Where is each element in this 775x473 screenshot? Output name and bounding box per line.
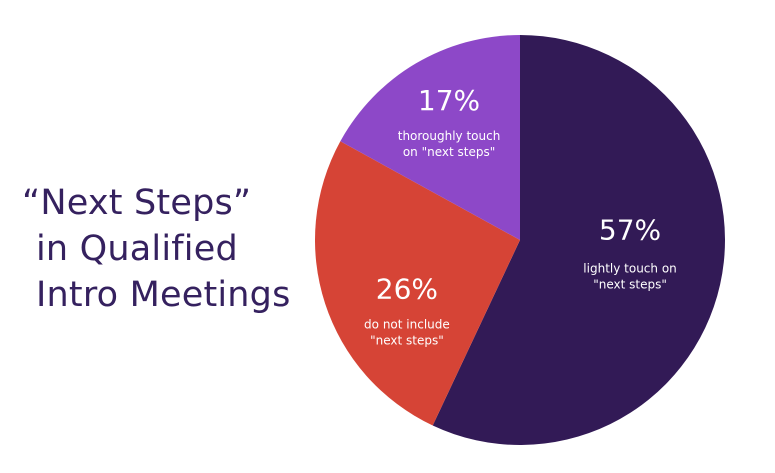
pie-description-label-lightly-touch-1: lightly touch on <box>583 262 676 276</box>
chart-title: “Next Steps” in Qualified Intro Meetings <box>22 180 292 318</box>
chart-title-line-1: “Next Steps” <box>22 183 252 223</box>
pie-description-label-lightly-touch-2: "next steps" <box>593 278 667 292</box>
pie-slices-layer <box>315 35 725 445</box>
pie-slice-no-next-steps <box>315 141 520 426</box>
pie-description-label-no-next-steps-2: "next steps" <box>370 334 444 348</box>
chart-title-line-3: Intro Meetings <box>36 275 291 315</box>
chart-title-line-2: in Qualified <box>36 229 238 269</box>
pie-labels-layer: 57% lightly touch on "next steps" 26% do not… <box>364 84 677 348</box>
pie-slice-thoroughly-touch <box>340 35 520 240</box>
pie-description-label-no-next-steps-1: do not include <box>364 318 450 332</box>
pie-description-label-thoroughly-touch-1: thoroughly touch <box>398 129 501 143</box>
pie-percent-label-no-next-steps: 26% <box>376 273 438 306</box>
pie-percent-label-lightly-touch: 57% <box>599 214 661 247</box>
pie-slice-lightly-touch <box>432 35 725 445</box>
pie-description-label-thoroughly-touch-2: on "next steps" <box>403 145 495 159</box>
pie-percent-label-thoroughly-touch: 17% <box>418 84 480 117</box>
